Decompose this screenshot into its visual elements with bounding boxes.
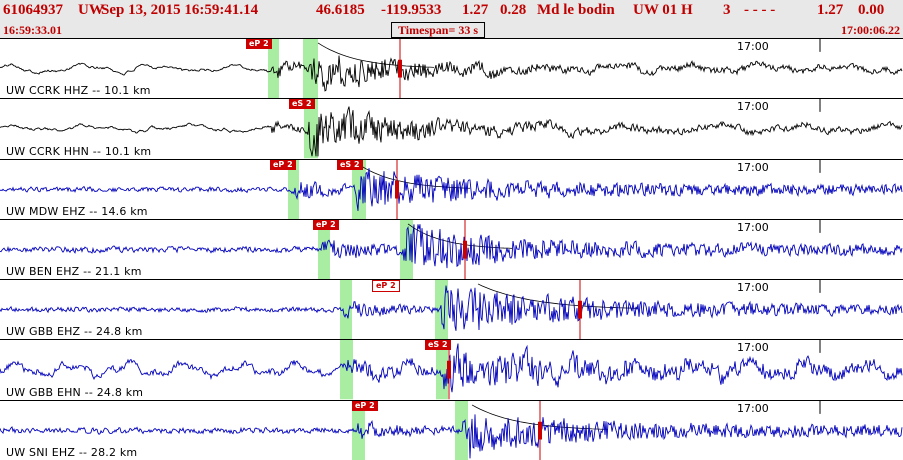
window-end-time: 17:00:06.22	[841, 23, 900, 37]
waveform-plot[interactable]	[0, 400, 903, 460]
waveform-plot[interactable]	[0, 39, 903, 99]
origin-time: Sep 13, 2015 16:59:41.14	[101, 2, 259, 18]
trace-panel[interactable]: 17:00 UW GBB EHZ -- 24.8 km eP 2	[0, 280, 903, 341]
event-id: 61064937	[3, 2, 63, 18]
pick-handle[interactable]	[463, 240, 467, 259]
magnitude-error: 0.28	[500, 2, 527, 18]
phase-pick-label[interactable]: eP 2	[352, 400, 378, 411]
analyst-name: bodin	[578, 2, 615, 18]
coda-decay-curve	[407, 223, 513, 249]
trace-panel[interactable]: 17:00 UW MDW EHZ -- 14.6 km eP 2 eS 2	[0, 159, 903, 220]
window-start-time: 16:59:33.01	[3, 23, 62, 37]
waveform-plot[interactable]	[0, 159, 903, 219]
time-window-line: 16:59:33.01 Timespan= 33 s 17:00:06.22	[0, 22, 903, 38]
source-code: UW 01 H	[633, 2, 693, 18]
trace-panel[interactable]: 17:00 UW CCRK HHZ -- 10.1 km eP 2	[0, 39, 903, 100]
station-label: UW GBB EHZ -- 24.8 km	[6, 325, 143, 339]
event-header: 61064937 UW Sep 13, 2015 16:59:41.14 46.…	[0, 0, 903, 38]
pick-uncertainty-band[interactable]	[288, 159, 299, 219]
trace-panel[interactable]: 17:00 UW GBB EHN -- 24.8 km eS 2	[0, 340, 903, 401]
longitude: -119.9533	[381, 2, 442, 18]
trace-panel[interactable]: 17:00 UW SNI EHZ -- 28.2 km eP 2	[0, 400, 903, 460]
pick-uncertainty-band[interactable]	[340, 280, 352, 340]
station-label: UW GBB EHN -- 24.8 km	[6, 385, 144, 399]
time-axis-label: 17:00	[737, 220, 769, 234]
seismogram-trace	[0, 343, 903, 393]
waveform-plot[interactable]	[0, 99, 903, 159]
phase-pick-label[interactable]: eP 2	[270, 159, 296, 170]
timespan-box[interactable]: Timespan= 33 s	[391, 22, 485, 38]
phase-pick-label[interactable]: eS 2	[425, 340, 451, 351]
trace-panel[interactable]: 17:00 UW BEN EHZ -- 21.1 km eP 2	[0, 219, 903, 281]
pick-handle[interactable]	[447, 361, 451, 379]
pick-uncertainty-band[interactable]	[455, 400, 468, 460]
seismogram-trace	[0, 285, 903, 332]
trace-panel[interactable]: 17:00 UW CCRK HHN -- 10.1 km eS 2	[0, 99, 903, 160]
magnitude-2: 1.27	[817, 2, 844, 18]
station-label: UW CCRK HHN -- 10.1 km	[6, 144, 152, 158]
event-summary-line: 61064937 UW Sep 13, 2015 16:59:41.14 46.…	[0, 0, 903, 22]
waveform-plot[interactable]	[0, 219, 903, 280]
time-axis-label: 17:00	[737, 281, 769, 295]
station-label: UW CCRK HHZ -- 10.1 km	[6, 84, 151, 98]
waveform-plot[interactable]	[0, 280, 903, 340]
time-axis-label: 17:00	[737, 401, 769, 415]
status-flags: - - - -	[744, 2, 776, 18]
station-label: UW SNI EHZ -- 28.2 km	[6, 445, 138, 459]
phase-pick-label[interactable]: eS 2	[337, 159, 363, 170]
phase-pick-label[interactable]: eP 2	[313, 219, 339, 230]
seismogram-trace	[0, 106, 903, 157]
pick-handle[interactable]	[398, 59, 402, 78]
network-code: UW	[78, 2, 104, 18]
magnitude: 1.27	[462, 2, 489, 18]
phase-pick-label[interactable]: eP 2	[246, 39, 272, 49]
magnitude-type: Md le	[537, 2, 575, 18]
seismogram-trace	[0, 55, 903, 92]
trace-area: 17:00 UW CCRK HHZ -- 10.1 km eP 2 17:00 …	[0, 38, 903, 460]
time-axis-label: 17:00	[737, 40, 769, 53]
station-label: UW BEN EHZ -- 21.1 km	[6, 265, 142, 279]
pick-handle[interactable]	[395, 180, 399, 199]
pick-uncertainty-band[interactable]	[303, 39, 318, 99]
magnitude-3: 0.00	[858, 2, 885, 18]
station-count: 3	[723, 2, 731, 18]
seismogram-trace	[0, 414, 903, 459]
pick-handle[interactable]	[578, 300, 582, 319]
latitude: 46.6185	[316, 2, 365, 18]
time-axis-label: 17:00	[737, 160, 769, 174]
time-axis-label: 17:00	[737, 341, 769, 355]
time-axis-label: 17:00	[737, 100, 769, 114]
seismogram-trace	[0, 167, 903, 211]
seismogram-trace	[0, 224, 903, 268]
pick-handle[interactable]	[538, 421, 542, 440]
waveform-plot[interactable]	[0, 340, 903, 400]
station-label: UW MDW EHZ -- 14.6 km	[6, 204, 148, 218]
phase-pick-label[interactable]: eP 2	[372, 280, 400, 293]
phase-pick-label[interactable]: eS 2	[289, 99, 315, 110]
pick-uncertainty-band[interactable]	[436, 340, 448, 400]
